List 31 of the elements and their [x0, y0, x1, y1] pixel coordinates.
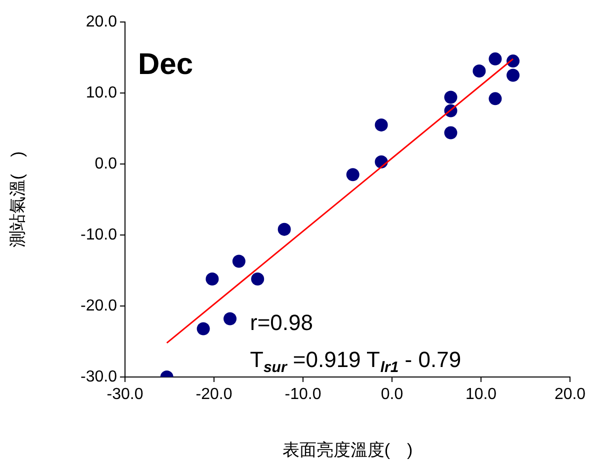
point: [444, 126, 458, 140]
point: [506, 68, 520, 82]
point: [506, 54, 520, 68]
x-tick-label: -30.0: [106, 386, 144, 404]
point: [472, 64, 486, 78]
y-axis-title: 測站氣溫( ): [8, 151, 27, 248]
point: [251, 272, 264, 286]
text: Dec: [138, 48, 194, 81]
point: [196, 322, 210, 336]
point: [374, 118, 388, 132]
x-tick-label: 10.0: [465, 386, 497, 404]
y-tick-label: 20.0: [86, 13, 118, 30]
y-tick-label: -20.0: [80, 297, 118, 314]
x-axis-title: 表面亮度溫度( ): [282, 440, 413, 460]
point: [488, 52, 502, 66]
point: [488, 92, 502, 106]
point: [206, 272, 219, 286]
annotation: r=0.98: [250, 310, 313, 335]
x-tick-label: 0.0: [380, 386, 404, 404]
y-tick-label: 0.0: [94, 155, 118, 172]
x-tick-label: -20.0: [196, 386, 232, 404]
y-tick-label: -10.0: [80, 226, 118, 244]
x-tick-label: 20.0: [554, 386, 586, 404]
x-tick-label: -10.0: [284, 386, 322, 404]
point: [346, 168, 360, 182]
point: [232, 254, 246, 268]
y-tick-label: -30.0: [80, 368, 118, 386]
point: [224, 312, 237, 326]
point: [278, 222, 291, 236]
y-tick-label: 10.0: [86, 84, 118, 102]
point: [444, 90, 458, 104]
